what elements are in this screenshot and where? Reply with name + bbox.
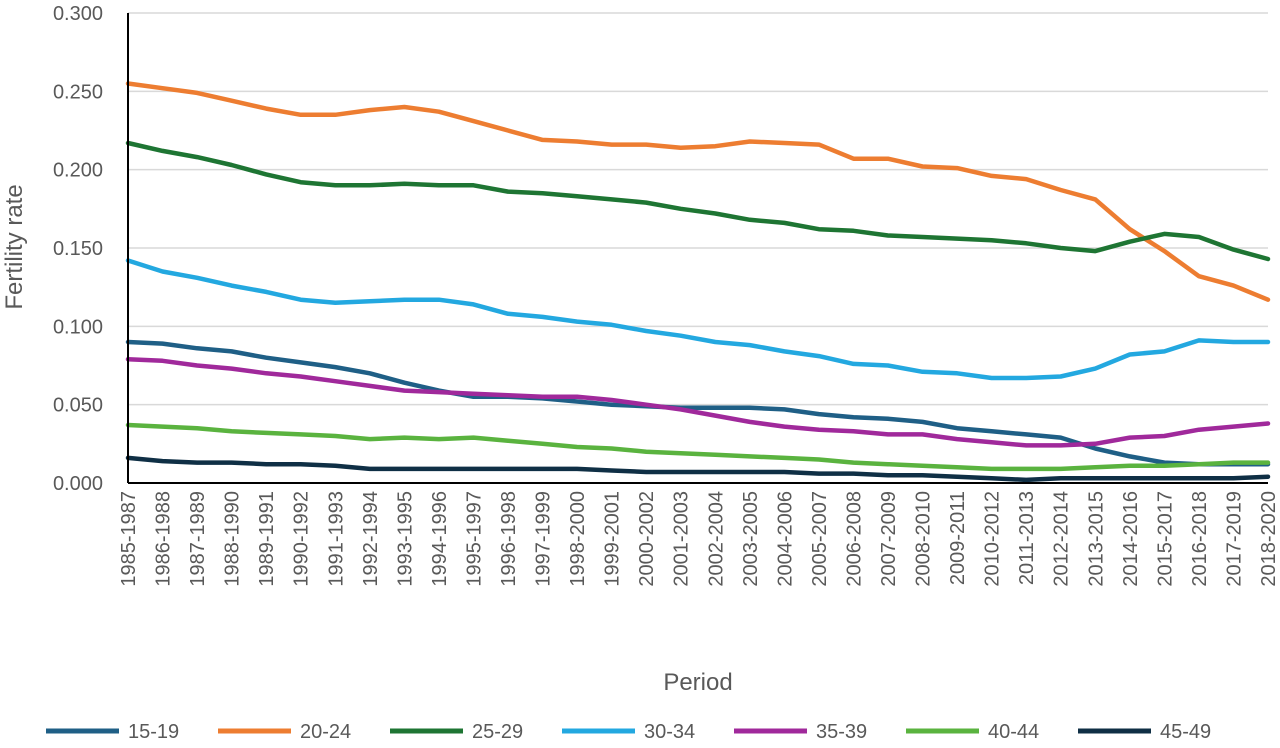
y-axis-tick-labels: 0.000 0.050 0.100 0.150 0.200 0.250 0.300	[53, 3, 103, 495]
x-tick-label: 2002-2004	[705, 491, 727, 587]
legend-label: 40-44	[988, 721, 1039, 743]
x-tick-label: 2015-2017	[1154, 491, 1176, 587]
legend-label: 35-39	[816, 721, 867, 743]
y-tick-label: 0.000	[53, 473, 103, 495]
x-tick-label: 2008-2010	[913, 491, 935, 587]
x-tick-label: 1991-1993	[325, 491, 347, 587]
legend-label: 25-29	[472, 721, 523, 743]
x-tick-label: 1995-1997	[463, 491, 485, 587]
x-tick-label: 1985-1987	[118, 491, 140, 587]
x-tick-label: 2000-2002	[636, 491, 658, 587]
x-tick-label: 1993-1995	[394, 491, 416, 587]
series-line-30-34	[125, 258, 1271, 381]
y-axis-title: Fertility rate	[1, 184, 28, 309]
x-axis-title: Period	[663, 669, 732, 696]
series-line-35-39	[125, 356, 1271, 448]
x-tick-label: 1997-1999	[533, 491, 555, 587]
x-tick-label: 2006-2008	[843, 491, 865, 587]
axes	[127, 13, 1268, 484]
x-tick-label: 1999-2001	[602, 491, 624, 587]
x-tick-label: 2005-2007	[809, 491, 831, 587]
x-tick-label: 2009-2011	[947, 491, 969, 585]
series-line-20-24	[125, 81, 1271, 302]
y-tick-label: 0.150	[53, 238, 103, 260]
x-tick-label: 2012-2014	[1051, 491, 1073, 587]
x-tick-label: 1998-2000	[567, 491, 589, 587]
x-tick-label: 2007-2009	[878, 491, 900, 587]
x-tick-label: 2014-2016	[1120, 491, 1142, 587]
x-tick-label: 1988-1990	[222, 491, 244, 587]
legend-label: 20-24	[300, 721, 351, 743]
y-tick-label: 0.050	[53, 395, 103, 417]
series-line-45-49	[125, 455, 1271, 483]
series-line-40-44	[125, 422, 1271, 472]
gridlines	[128, 12, 1268, 406]
x-tick-label: 1987-1989	[187, 491, 209, 587]
x-tick-label: 1986-1988	[153, 491, 175, 587]
x-tick-label: 2004-2006	[774, 491, 796, 587]
legend: 15-19 20-24 25-29 30-34 35-39 40-44 45-49	[46, 721, 1211, 743]
x-tick-label: 2017-2019	[1223, 491, 1245, 587]
y-tick-label: 0.300	[53, 3, 103, 25]
x-tick-label: 1992-1994	[360, 491, 382, 587]
x-tick-label: 1990-1992	[291, 491, 313, 587]
series-lines	[125, 81, 1271, 483]
y-tick-label: 0.100	[53, 316, 103, 338]
series-line-25-29	[125, 140, 1271, 262]
x-tick-label: 2013-2015	[1085, 491, 1107, 587]
x-tick-label: 1989-1991	[256, 491, 278, 587]
legend-label: 45-49	[1160, 721, 1211, 743]
x-axis-tick-labels: 1985-1987 1986-1988 1987-1989 1988-1990 1989…	[118, 491, 1280, 587]
x-tick-label: 1994-1996	[429, 491, 451, 587]
x-tick-label: 2016-2018	[1189, 491, 1211, 587]
x-tick-label: 2011-2013	[1016, 491, 1038, 585]
x-tick-label: 2018-2020	[1258, 491, 1280, 587]
series-line-15-19	[125, 339, 1271, 467]
legend-label: 15-19	[128, 721, 179, 743]
x-tick-label: 2001-2003	[671, 491, 693, 587]
y-tick-label: 0.200	[53, 160, 103, 182]
x-tick-label: 2003-2005	[740, 491, 762, 587]
legend-label: 30-34	[644, 721, 695, 743]
x-tick-label: 2010-2012	[982, 491, 1004, 587]
x-tick-label: 1996-1998	[498, 491, 520, 587]
y-tick-label: 0.250	[53, 81, 103, 103]
